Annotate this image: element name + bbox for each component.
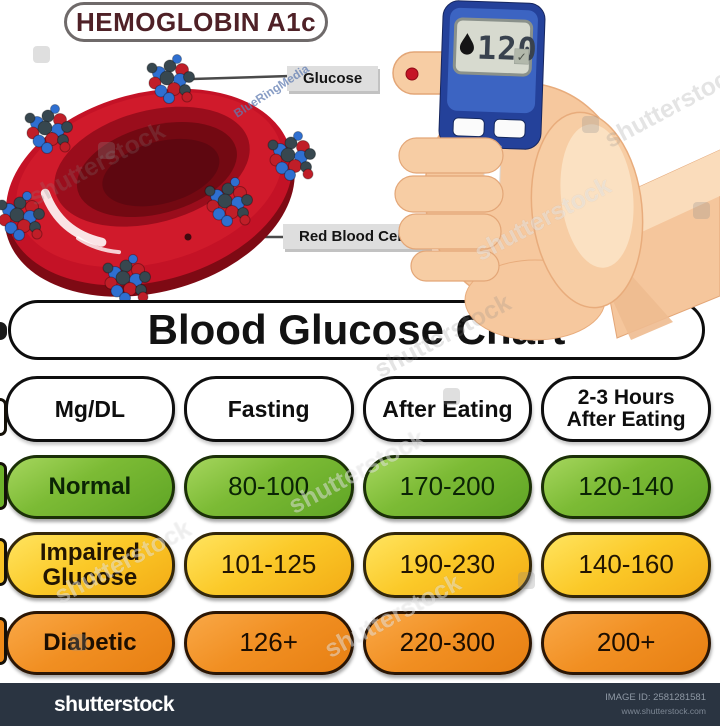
glucose-meter: 120 ✓ [438, 0, 546, 150]
stock-logo: shutterstock [54, 693, 175, 716]
blood-glucose-table: Mg/DL Fasting After Eating 2-3 Hours Aft… [5, 376, 711, 675]
page-title-text: HEMOGLOBIN A1c [75, 6, 317, 37]
meter-button-left [452, 117, 485, 138]
cropped-pill-edge [0, 398, 7, 436]
cropped-pill-edge [0, 322, 7, 340]
cell-diabetic-fasting: 126+ [183, 611, 354, 675]
glucose-label: Glucose [287, 66, 379, 91]
cell-impaired-hours-after: 140-160 [541, 532, 711, 598]
check-icon: ✓ [516, 50, 527, 64]
meter-reading: 120 [476, 28, 538, 68]
cell-diabetic-hours-after: 200+ [541, 611, 711, 675]
meter-check-badge [514, 48, 530, 65]
thumb [530, 111, 644, 309]
header-cell-mgdl: Mg/DL [5, 376, 175, 442]
blood-drop-display-icon [459, 33, 474, 55]
image-id: IMAGE ID: 2581281581 [605, 692, 706, 703]
meter-screen [452, 17, 534, 77]
page-title: HEMOGLOBIN A1c [64, 2, 328, 42]
glucose-label-text: Glucose [303, 70, 363, 87]
cell-normal-fasting: 80-100 [183, 455, 354, 519]
cropped-pill-edge [0, 462, 7, 510]
red-blood-cell-illustration [0, 54, 316, 300]
header-cell-fasting: Fasting [183, 376, 354, 442]
cell-impaired-after-eating: 190-230 [362, 532, 533, 598]
row-impaired-label: Impaired Glucose [5, 532, 175, 598]
glucose-pointer-line [191, 74, 291, 81]
hand-with-glucose-meter-illustration: 120 ✓ [392, 0, 720, 341]
row-diabetic-label: Diabetic [5, 611, 175, 675]
row-normal-label: Normal [5, 455, 175, 519]
stock-footer-bar: shutterstock IMAGE ID: 2581281581 www.sh… [0, 683, 720, 726]
red-blood-cell [4, 88, 295, 297]
cell-normal-after-eating: 170-200 [362, 455, 533, 519]
pointer-dot [184, 233, 192, 241]
glucose-molecules [0, 54, 316, 300]
cell-impaired-fasting: 101-125 [183, 532, 354, 598]
cell-highlight [40, 188, 107, 247]
blood-drop-icon [405, 67, 419, 81]
stock-site-url: www.shutterstock.com [621, 706, 706, 717]
cropped-pill-edge [0, 617, 7, 665]
meter-button-right [493, 118, 526, 139]
header-cell-hours-after: 2-3 Hours After Eating [541, 376, 711, 442]
cell-normal-hours-after: 120-140 [541, 455, 711, 519]
cell-diabetic-after-eating: 220-300 [362, 611, 533, 675]
cropped-pill-edge [0, 538, 7, 586]
curled-fingers [394, 137, 504, 282]
red-blood-cells-label-text: Red Blood Cells [299, 228, 415, 245]
header-cell-after-eating: After Eating [362, 376, 533, 442]
